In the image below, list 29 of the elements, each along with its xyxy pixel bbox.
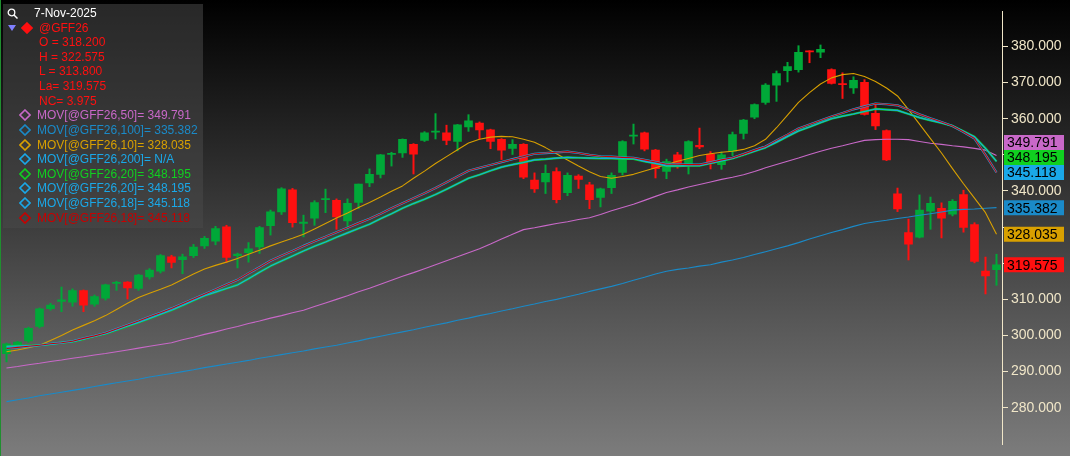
text: 319.575: [1007, 256, 1058, 273]
y-tick-label: 370.000: [1011, 73, 1062, 90]
y-tick-label: 340.000: [1011, 181, 1062, 198]
annotation: La= 319.575: [38, 78, 108, 94]
annotation: L = 313.800: [38, 64, 104, 79]
y-tick-label: 380.000: [1011, 37, 1062, 54]
y-tick-label: 290.000: [1011, 362, 1062, 379]
data-label: 328.035: [1007, 226, 1058, 243]
data-label: 348.195: [1007, 149, 1058, 166]
legend-label: MOV[@GFF26,18]= 345.118: [37, 210, 191, 225]
y-tick-label: 300.000: [1011, 326, 1062, 343]
legend-label: @GFF26: [39, 20, 89, 35]
y-tick-label: 360.000: [1011, 109, 1062, 126]
legend-label: MOV[@GFF26,10]= 328.035: [37, 137, 191, 152]
legend-label: MOV[@GFF26,20]= 348.195: [37, 181, 191, 196]
data-label: 349.791: [1007, 134, 1058, 151]
chart-title: 7-Nov-2025: [34, 6, 97, 21]
annotation: O = 318.200: [38, 35, 107, 50]
data-label: 335.382: [1007, 199, 1058, 216]
y-tick-label: 280.000: [1011, 398, 1062, 415]
legend-label: MOV[@GFF26,20]= 348.195: [37, 166, 191, 181]
legend-label: MOV[@GFF26,100]= 335.382: [37, 123, 198, 138]
annotation: NC= 3.975: [38, 93, 98, 109]
y-tick-label: 310.000: [1011, 290, 1062, 307]
legend-label: MOV[@GFF26,200]= N/A: [37, 152, 175, 167]
legend-label: MOV[@GFF26,50]= 349.791: [37, 108, 191, 123]
data-label: 345.118: [1007, 164, 1057, 181]
annotation: H = 322.575: [38, 49, 106, 65]
legend-label: MOV[@GFF26,18]= 345.118: [37, 196, 191, 211]
